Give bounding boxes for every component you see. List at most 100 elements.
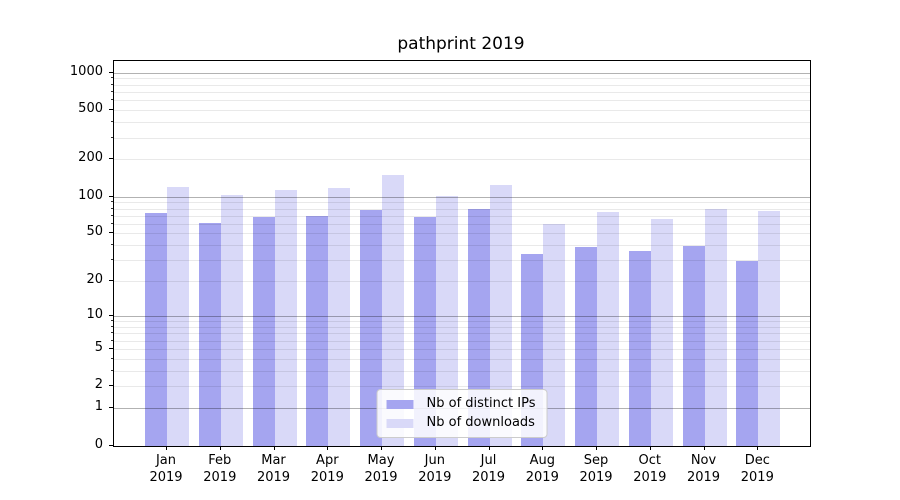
- y-tick-mark: [109, 385, 113, 387]
- y-tick-minor: [111, 244, 113, 246]
- x-tick-label-may: May 2019: [364, 453, 398, 485]
- y-tick-minor: [111, 201, 113, 203]
- y-tick-minor: [111, 259, 113, 261]
- y-tick-mark: [109, 280, 113, 282]
- legend-label-distinct-ips: Nb of distinct IPs: [426, 396, 536, 411]
- x-tick-label-oct: Oct 2019: [633, 453, 667, 485]
- x-tick-label-nov: Nov 2019: [686, 453, 721, 485]
- legend: Nb of distinct IPs Nb of downloads: [376, 389, 548, 438]
- bar-downloads-nov: [704, 208, 727, 446]
- y-tick-minor: [111, 207, 113, 209]
- y-tick-label-50: 50: [86, 224, 103, 240]
- bar-downloads-jan: [167, 187, 189, 446]
- y-tick-minor: [111, 332, 113, 334]
- y-tick-mark: [109, 232, 113, 234]
- y-gridline-minor: [114, 110, 810, 112]
- bar-distinct-ips-apr: [306, 215, 329, 446]
- y-tick-minor: [111, 77, 113, 79]
- y-tick-minor: [111, 83, 113, 85]
- x-tick-label-mar: Mar 2019: [256, 453, 291, 485]
- y-tick-mark: [109, 109, 113, 111]
- y-tick-label-200: 200: [78, 150, 103, 166]
- y-gridline-major: [114, 72, 810, 74]
- x-tick-mark: [542, 446, 544, 450]
- bar-downloads-sep: [597, 211, 619, 446]
- bar-downloads-may: [382, 175, 404, 446]
- y-tick-minor: [111, 320, 113, 322]
- y-tick-minor: [111, 121, 113, 123]
- y-tick-label-1000: 1000: [69, 63, 103, 79]
- bar-distinct-ips-jun: [413, 216, 436, 446]
- y-tick-mark: [109, 407, 113, 409]
- x-tick-mark: [327, 446, 329, 450]
- y-tick-minor: [111, 91, 113, 92]
- y-gridline-minor: [114, 159, 810, 161]
- bar-distinct-ips-dec: [736, 260, 759, 446]
- legend-label-downloads: Nb of downloads: [426, 415, 535, 430]
- x-tick-label-jun: Jun 2019: [418, 453, 452, 485]
- bar-distinct-ips-nov: [682, 245, 705, 446]
- y-tick-mark: [109, 444, 113, 446]
- y-tick-minor: [111, 339, 113, 341]
- bar-distinct-ips-oct: [628, 251, 651, 446]
- y-tick-label-10: 10: [86, 307, 103, 323]
- bar-downloads-mar: [274, 190, 297, 446]
- chart-title: pathprint 2019: [397, 34, 525, 54]
- bar-distinct-ips-sep: [575, 246, 597, 446]
- bar-distinct-ips-feb: [198, 223, 221, 446]
- x-tick-label-sep: Sep 2019: [579, 453, 613, 485]
- x-tick-mark: [434, 446, 436, 450]
- y-tick-label-1: 1: [94, 399, 103, 415]
- legend-swatch-downloads: [386, 418, 414, 428]
- x-tick-mark: [757, 446, 759, 450]
- y-gridline-minor: [114, 78, 810, 80]
- x-tick-mark: [381, 446, 382, 450]
- y-gridline-minor: [114, 137, 810, 139]
- y-tick-minor: [111, 357, 113, 359]
- y-gridline-minor: [114, 84, 810, 86]
- bar-downloads-jun: [435, 195, 458, 446]
- y-gridline-minor: [114, 202, 810, 204]
- x-tick-mark: [166, 446, 167, 450]
- x-tick-label-jul: Jul 2019: [471, 453, 506, 485]
- x-tick-label-dec: Dec 2019: [740, 453, 774, 485]
- y-tick-mark: [109, 195, 113, 197]
- x-tick-label-jan: Jan 2019: [149, 453, 183, 485]
- bar-downloads-apr: [328, 188, 351, 446]
- y-gridline-minor: [114, 92, 810, 93]
- legend-swatch-distinct-ips: [386, 399, 414, 409]
- y-gridline-major: [114, 196, 810, 198]
- bar-distinct-ips-jan: [145, 212, 167, 446]
- x-tick-label-feb: Feb 2019: [203, 453, 237, 485]
- x-tick-mark: [703, 446, 705, 450]
- y-gridline-minor: [114, 122, 810, 124]
- y-tick-minor: [111, 99, 113, 101]
- x-tick-label-apr: Apr 2019: [310, 453, 344, 485]
- y-tick-label-2: 2: [94, 377, 103, 393]
- y-tick-minor: [111, 214, 113, 216]
- bar-downloads-aug: [543, 224, 566, 446]
- y-gridline-minor: [114, 100, 810, 102]
- y-tick-minor: [111, 222, 113, 224]
- legend-item-downloads: Nb of downloads: [386, 415, 536, 430]
- x-tick-mark: [219, 446, 221, 450]
- bar-downloads-oct: [650, 219, 673, 446]
- y-tick-label-500: 500: [78, 101, 103, 117]
- y-tick-label-100: 100: [78, 187, 103, 203]
- x-tick-mark: [488, 446, 490, 450]
- bar-downloads-feb: [220, 195, 243, 446]
- legend-item-distinct-ips: Nb of distinct IPs: [386, 396, 536, 411]
- x-tick-mark: [273, 446, 275, 450]
- bar-downloads-jul: [489, 184, 512, 446]
- y-tick-label-5: 5: [94, 340, 103, 355]
- y-tick-mark: [109, 158, 113, 160]
- y-tick-mark: [109, 315, 113, 317]
- y-tick-mark: [109, 348, 113, 349]
- x-tick-mark: [596, 446, 597, 450]
- y-tick-minor: [111, 136, 113, 138]
- bar-distinct-ips-mar: [252, 217, 275, 446]
- y-tick-mark: [109, 71, 113, 73]
- bar-distinct-ips-jul: [467, 209, 490, 446]
- y-tick-minor: [111, 326, 113, 328]
